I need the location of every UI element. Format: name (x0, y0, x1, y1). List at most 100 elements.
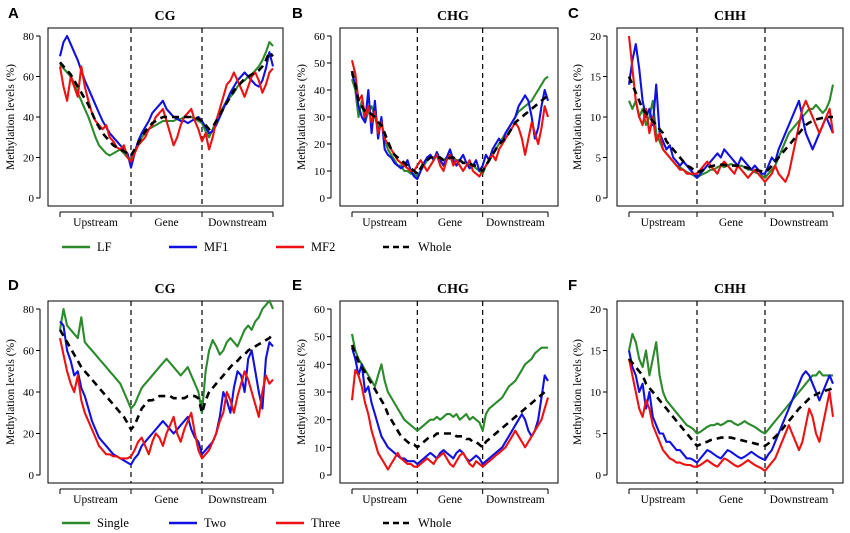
y-tick-label: 0 (320, 470, 326, 482)
legend-label: Single (97, 516, 129, 530)
panel-title: CG (155, 282, 176, 297)
legend-legend_top: LF MF1 MF2 Whole (62, 240, 452, 254)
series-line-whole (350, 70, 549, 175)
series-line-whole (59, 50, 274, 157)
panel-title: CHG (437, 282, 469, 297)
x-region-label: Upstream (362, 217, 407, 229)
panel-letter: D (8, 277, 19, 294)
y-tick-label: 80 (23, 304, 35, 316)
y-tick-label: 40 (23, 112, 35, 124)
x-region-label: Gene (438, 494, 462, 506)
x-region-label: Upstream (641, 217, 686, 229)
panel-C: C CHH 0 5 10 15 20 Methylation levels (%) Upstre… (568, 5, 844, 229)
panel-letter: F (568, 277, 577, 294)
panel-title: CHH (714, 9, 746, 24)
y-tick-label: 0 (596, 193, 602, 205)
y-tick-label: 0 (596, 470, 602, 482)
series-line-mf2 (627, 35, 835, 183)
series-line-three (350, 368, 550, 471)
plot-frame (339, 27, 559, 207)
plot-frame (616, 300, 844, 484)
y-tick-label: 15 (590, 346, 602, 358)
legend-label: Three (311, 516, 341, 530)
legend-label: Whole (418, 240, 452, 254)
y-tick-label: 40 (314, 359, 326, 371)
panel-title: CG (155, 9, 176, 24)
x-region-label: Downstream (770, 494, 829, 506)
y-axis-title: Methylation levels (%) (296, 64, 308, 170)
y-axis-title: Methylation levels (%) (572, 64, 584, 170)
y-axis-title: Methylation levels (%) (296, 339, 308, 445)
series-line-mf1 (627, 43, 834, 179)
panel-B: B CHG 0 10 20 30 40 50 60 Methylation levels (%) U… (292, 5, 559, 229)
panel-letter: A (8, 5, 19, 22)
x-region-label: Downstream (486, 217, 545, 229)
plot-frame (616, 27, 844, 207)
y-tick-label: 0 (29, 193, 35, 205)
series-line-three (627, 358, 835, 472)
y-tick-label: 10 (314, 442, 326, 454)
y-tick-label: 40 (23, 387, 35, 399)
plot-frame (47, 27, 284, 207)
y-tick-label: 20 (314, 139, 326, 151)
y-tick-label: 40 (314, 85, 326, 97)
plot-frame (339, 300, 559, 484)
x-region-label: Downstream (486, 494, 545, 506)
y-tick-label: 20 (23, 429, 35, 441)
y-tick-label: 0 (29, 470, 35, 482)
legend-legend_bottom: Single Two Three Whole (62, 516, 452, 530)
y-axis-title: Methylation levels (%) (572, 339, 584, 445)
panel-F: F CHH 0 5 10 15 20 Methylation levels (%) Upstre… (568, 277, 844, 506)
x-region-label: Gene (154, 217, 178, 229)
series-line-mf1 (58, 34, 275, 169)
legend-label: LF (97, 240, 112, 254)
panel-D: D CG 0 20 40 60 80 Methylation levels (%) Upstre… (5, 277, 284, 506)
series-line-lf (59, 41, 274, 161)
y-axis-title: Methylation levels (%) (5, 339, 17, 445)
panel-title: CHH (714, 282, 746, 297)
x-region-label: Upstream (362, 494, 407, 506)
x-region-label: Upstream (641, 494, 686, 506)
series-line-whole (627, 75, 833, 174)
y-tick-label: 30 (314, 112, 326, 124)
y-tick-label: 20 (590, 31, 602, 43)
y-tick-label: 50 (314, 332, 326, 344)
y-tick-label: 15 (590, 72, 602, 84)
y-tick-label: 20 (314, 415, 326, 427)
y-tick-label: 60 (23, 72, 35, 84)
y-tick-label: 10 (590, 112, 602, 124)
legend-label: MF1 (204, 240, 228, 254)
series-line-whole (58, 329, 274, 431)
y-tick-label: 10 (590, 387, 602, 399)
series-line-single (350, 333, 548, 432)
y-tick-label: 20 (590, 304, 602, 316)
y-tick-label: 60 (314, 304, 326, 316)
x-region-label: Downstream (770, 217, 829, 229)
y-tick-label: 60 (23, 346, 35, 358)
x-region-label: Downstream (208, 494, 267, 506)
panel-letter: C (568, 5, 579, 22)
x-region-label: Downstream (208, 217, 267, 229)
x-region-label: Upstream (73, 494, 118, 506)
series-line-mf1 (350, 73, 550, 181)
y-tick-label: 20 (23, 153, 35, 165)
y-axis-title: Methylation levels (%) (5, 64, 17, 170)
series-line-whole (627, 357, 834, 448)
y-tick-label: 80 (23, 31, 35, 43)
y-tick-label: 60 (314, 31, 326, 43)
y-tick-label: 30 (314, 387, 326, 399)
series-line-two (59, 320, 274, 466)
legend-label: Whole (418, 516, 452, 530)
series-line-mf2 (58, 65, 274, 163)
x-region-label: Gene (719, 494, 743, 506)
y-tick-label: 10 (314, 166, 326, 178)
series-line-three (58, 337, 274, 460)
panel-title: CHG (437, 9, 469, 24)
panel-letter: E (292, 277, 302, 294)
series-line-two (627, 350, 834, 464)
series-line-single (58, 299, 274, 414)
series-line-two (350, 347, 549, 465)
x-region-label: Gene (154, 494, 178, 506)
panel-E: E CHG 0 10 20 30 40 50 60 Methylation levels (%) U… (292, 277, 559, 506)
